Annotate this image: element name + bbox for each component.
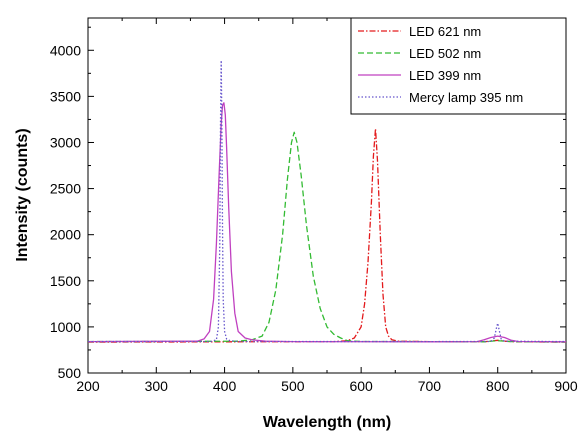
legend-label-4: Mercy lamp 395 nm bbox=[409, 90, 523, 105]
legend-box bbox=[350, 17, 567, 115]
series-line-4 bbox=[87, 59, 567, 343]
legend: LED 621 nm LED 502 nm LED 399 nm Mercy lamp… bbox=[350, 17, 567, 115]
y-tick-label: 4000 bbox=[50, 42, 81, 58]
x-tick-label: 300 bbox=[145, 378, 169, 394]
y-tick-label: 2000 bbox=[50, 227, 81, 243]
y-tick-label: 500 bbox=[58, 365, 82, 381]
y-axis-title: Intensity (counts) bbox=[14, 128, 31, 261]
legend-label-2: LED 502 nm bbox=[409, 46, 481, 61]
series-layer bbox=[87, 59, 567, 343]
y-tick-label: 1000 bbox=[50, 319, 81, 335]
x-tick-label: 200 bbox=[76, 378, 100, 394]
legend-label-1: LED 621 nm bbox=[409, 24, 481, 39]
legend-entries: LED 621 nm LED 502 nm LED 399 nm Mercy lamp… bbox=[358, 24, 523, 105]
legend-label-3: LED 399 nm bbox=[409, 68, 481, 83]
x-tick-label: 900 bbox=[554, 378, 578, 394]
x-axis: 200 300 400 500 600 700 800 900 bbox=[76, 18, 578, 394]
y-tick-label: 3000 bbox=[50, 134, 81, 150]
x-tick-label: 400 bbox=[213, 378, 237, 394]
y-tick-label: 2500 bbox=[50, 181, 81, 197]
series-line-3 bbox=[87, 102, 567, 343]
x-axis-title: Wavelength (nm) bbox=[263, 414, 391, 431]
x-tick-label: 500 bbox=[281, 378, 305, 394]
x-tick-label: 600 bbox=[349, 378, 373, 394]
y-tick-label: 3500 bbox=[50, 88, 81, 104]
y-tick-label: 1500 bbox=[50, 273, 81, 289]
y-axis: 500 1000 1500 2000 2500 3000 3500 4000 bbox=[50, 26, 566, 381]
x-tick-label: 800 bbox=[486, 378, 510, 394]
x-tick-label: 700 bbox=[418, 378, 442, 394]
